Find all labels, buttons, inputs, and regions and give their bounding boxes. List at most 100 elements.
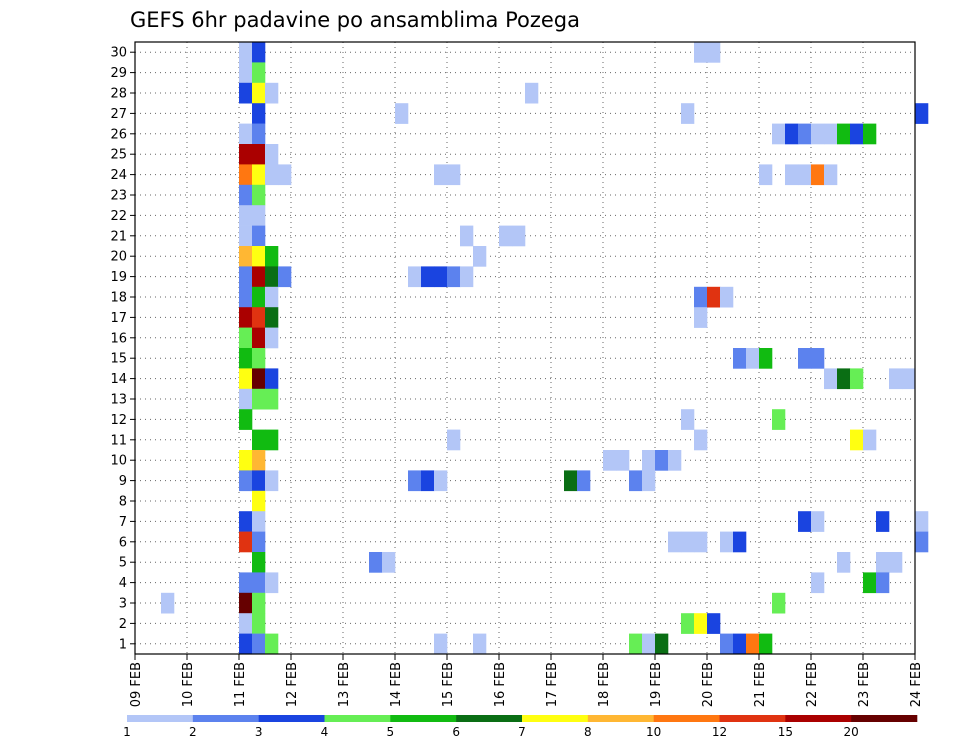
heatmap-cell: [265, 327, 279, 349]
heatmap-cell: [265, 633, 279, 655]
heatmap-cell: [161, 592, 175, 614]
heatmap-cell: [252, 633, 266, 655]
heatmap-cell: [239, 572, 253, 594]
heatmap-cell: [239, 286, 253, 308]
heatmap-cell: [525, 82, 539, 104]
heatmap-cell: [707, 613, 721, 634]
heatmap-cell: [252, 592, 266, 614]
heatmap-cell: [733, 348, 747, 369]
x-tick-label: 18 FEB: [597, 662, 612, 707]
heatmap-cell: [733, 633, 747, 655]
y-tick-label: 26: [110, 127, 127, 142]
heatmap-cell: [668, 450, 682, 471]
legend-label: 10: [646, 725, 661, 739]
heatmap-cell: [265, 286, 279, 308]
heatmap-cell: [863, 572, 877, 594]
legend-swatch: [719, 715, 786, 722]
heatmap-cell: [681, 531, 695, 553]
legend-swatch: [127, 715, 194, 722]
heatmap-cell: [434, 470, 448, 492]
heatmap-cell: [629, 633, 643, 655]
heatmap-cell: [239, 82, 253, 104]
y-tick-label: 6: [119, 535, 127, 550]
axes: 1234567891011121314151617181920212223242…: [110, 46, 924, 708]
legend-label: 8: [584, 725, 592, 739]
heatmap-cell: [642, 633, 656, 655]
heatmap-cell: [447, 266, 461, 288]
y-tick-label: 12: [110, 413, 127, 428]
heatmap-cell: [876, 511, 890, 532]
heatmap-cell: [434, 164, 448, 186]
heatmap-cell: [382, 552, 396, 573]
heatmap-cell: [694, 613, 708, 634]
legend-swatch: [258, 715, 325, 722]
heatmap-cell: [421, 266, 435, 288]
heatmap-cell: [252, 205, 266, 226]
heatmap-cell: [876, 572, 890, 594]
heatmap-cell: [265, 307, 279, 328]
x-tick-label: 14 FEB: [389, 662, 404, 707]
heatmap-cell: [239, 42, 253, 63]
x-tick-label: 20 FEB: [701, 662, 716, 707]
y-tick-label: 23: [110, 189, 127, 204]
heatmap-cell: [811, 164, 825, 186]
y-tick-label: 20: [110, 250, 127, 265]
heatmap-cell: [239, 205, 253, 226]
heatmap-cell: [811, 123, 825, 145]
heatmap-cell: [915, 103, 929, 124]
heatmap-cell: [447, 429, 461, 451]
heatmap-cell: [265, 368, 279, 390]
heatmap-cell: [278, 266, 292, 288]
legend-label: 1: [123, 725, 131, 739]
x-tick-label: 12 FEB: [285, 662, 300, 707]
y-tick-label: 9: [119, 474, 127, 489]
heatmap-cell: [265, 266, 279, 288]
heatmap-cell: [252, 164, 266, 186]
y-tick-label: 14: [110, 372, 127, 387]
x-tick-label: 11 FEB: [233, 662, 248, 707]
y-tick-label: 22: [110, 209, 127, 224]
heatmap-cell: [616, 450, 630, 471]
heatmap-cell: [239, 409, 253, 430]
heatmap-cell: [252, 348, 266, 369]
heatmap-cells: [161, 42, 929, 655]
heatmap-cell: [850, 368, 864, 390]
legend-swatch: [390, 715, 457, 722]
heatmap-cell: [252, 144, 266, 165]
y-tick-label: 18: [110, 291, 127, 306]
heatmap-cell: [239, 613, 253, 634]
heatmap-cell: [239, 184, 253, 206]
heatmap-cell: [759, 633, 773, 655]
heatmap-cell: [252, 429, 266, 451]
heatmap-cell: [603, 450, 617, 471]
legend-label: 2: [189, 725, 197, 739]
heatmap-cell: [239, 633, 253, 655]
heatmap-cell: [798, 123, 812, 145]
heatmap-cell: [642, 450, 656, 471]
heatmap-cell: [824, 368, 838, 390]
heatmap-cell: [395, 103, 409, 124]
heatmap-cell: [239, 368, 253, 390]
heatmap-cell: [239, 511, 253, 532]
heatmap-cell: [707, 42, 721, 63]
heatmap-cell: [902, 368, 916, 390]
y-tick-label: 30: [110, 46, 127, 61]
heatmap-cell: [824, 164, 838, 186]
y-tick-label: 16: [110, 331, 127, 346]
legend-swatch: [653, 715, 720, 722]
heatmap-cell: [239, 164, 253, 186]
heatmap-cell: [408, 266, 422, 288]
heatmap-cell: [577, 470, 591, 492]
x-tick-label: 13 FEB: [337, 662, 352, 707]
heatmap-cell: [265, 164, 279, 186]
heatmap-cell: [252, 42, 266, 63]
heatmap-cell: [863, 123, 877, 145]
heatmap-cell: [252, 531, 266, 553]
heatmap-cell: [798, 348, 812, 369]
heatmap-cell: [252, 82, 266, 104]
y-tick-label: 21: [110, 229, 127, 244]
heatmap-cell: [772, 409, 786, 430]
y-tick-label: 13: [110, 393, 127, 408]
x-tick-label: 17 FEB: [545, 662, 560, 707]
